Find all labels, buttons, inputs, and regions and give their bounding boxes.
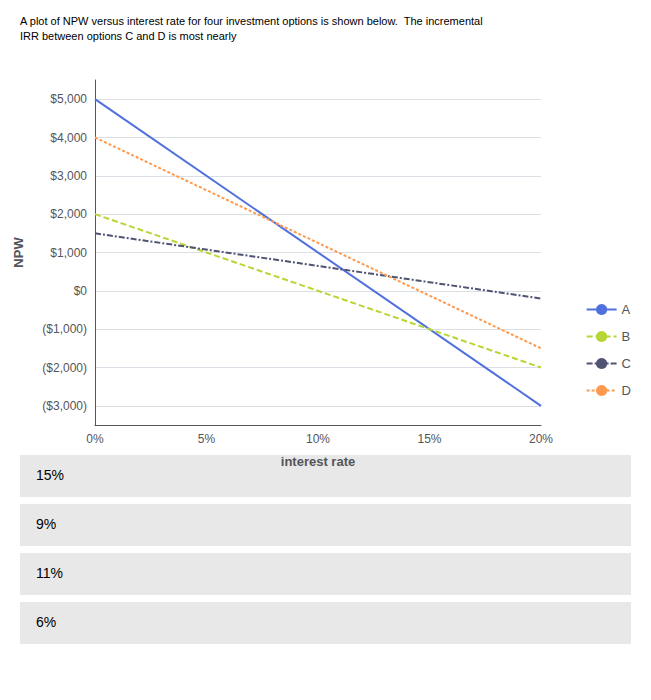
svg-text:9%: 9% bbox=[36, 516, 56, 532]
svg-text:C: C bbox=[622, 356, 631, 371]
svg-text:10%: 10% bbox=[306, 432, 330, 446]
svg-text:NPW: NPW bbox=[11, 237, 26, 268]
svg-text:15%: 15% bbox=[417, 432, 441, 446]
svg-text:D: D bbox=[622, 383, 631, 398]
svg-text:$4,000: $4,000 bbox=[50, 131, 87, 145]
svg-text:$1,000: $1,000 bbox=[50, 246, 87, 260]
svg-text:20%: 20% bbox=[529, 432, 553, 446]
svg-text:5%: 5% bbox=[198, 432, 216, 446]
svg-text:$0: $0 bbox=[74, 284, 88, 298]
svg-text:11%: 11% bbox=[36, 565, 63, 581]
svg-text:IRR between options C and D is: IRR between options C and D is most near… bbox=[20, 30, 237, 42]
svg-text:($3,000): ($3,000) bbox=[42, 399, 87, 413]
svg-text:A: A bbox=[622, 302, 631, 317]
svg-text:($2,000): ($2,000) bbox=[42, 361, 87, 375]
svg-text:0%: 0% bbox=[86, 432, 104, 446]
svg-text:$5,000: $5,000 bbox=[50, 92, 87, 106]
svg-text:B: B bbox=[622, 329, 631, 344]
svg-text:interest rate: interest rate bbox=[281, 454, 355, 469]
svg-text:$2,000: $2,000 bbox=[50, 207, 87, 221]
svg-text:A plot of NPW versus interest: A plot of NPW versus interest rate for f… bbox=[20, 15, 483, 27]
svg-text:15%: 15% bbox=[36, 467, 64, 483]
svg-text:6%: 6% bbox=[36, 614, 56, 630]
svg-text:($1,000): ($1,000) bbox=[42, 322, 87, 336]
svg-text:$3,000: $3,000 bbox=[50, 169, 87, 183]
